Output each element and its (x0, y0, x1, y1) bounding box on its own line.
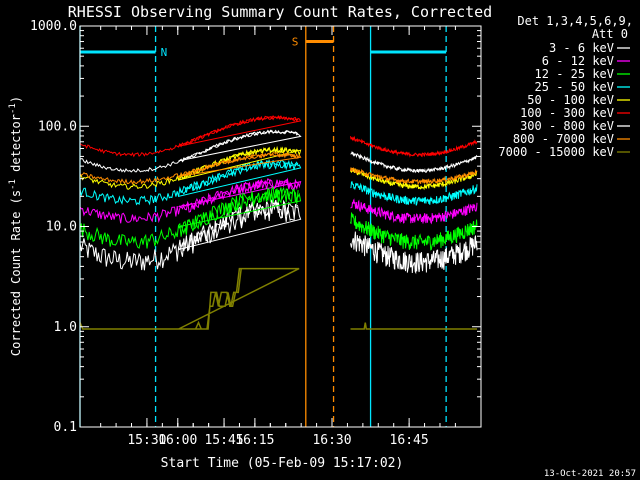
series-line-5 (79, 115, 478, 158)
legend-header-line1: Det 1,3,4,5,6,9, (517, 14, 633, 28)
y-axis-label-part3: ) (9, 96, 23, 103)
y-axis-label: Corrected Count Rate (s-1 detector-1) (8, 96, 23, 356)
x-tick-label: 15:30 (127, 433, 166, 448)
chart-title: RHESSI Observing Summary Count Rates, Co… (68, 3, 492, 21)
legend-label-6: 300 - 800 keV (520, 119, 614, 133)
series-line-8 (79, 267, 477, 330)
legend-label-4: 50 - 100 keV (527, 93, 614, 107)
legend-label-5: 100 - 300 keV (520, 106, 614, 120)
y-tick-label: 1.0 (54, 320, 77, 335)
y-axis-label-sup2: -1 (8, 103, 18, 114)
legend-label-7: 800 - 7000 keV (513, 132, 614, 146)
x-tick-label: 16:15 (235, 433, 274, 448)
y-axis-label-part2: detector (9, 114, 23, 179)
series-line-7 (79, 151, 478, 186)
legend-label-1: 6 - 12 keV (542, 54, 614, 68)
legend-label-2: 12 - 25 keV (535, 67, 614, 81)
series-line-2 (79, 185, 478, 251)
series-line-0 (79, 199, 478, 275)
legend-label-0: 3 - 6 keV (549, 41, 614, 55)
y-tick-label: 1000.0 (30, 19, 77, 34)
x-tick-label: 15:45 (204, 433, 243, 448)
y-tick-label: 100.0 (38, 119, 77, 134)
y-axis-label-part1: Corrected Count Rate (s (9, 190, 23, 356)
x-tick-label: 16:30 (312, 433, 351, 448)
y-tick-label: 0.1 (54, 420, 77, 435)
series-line-3 (79, 158, 478, 206)
legend-label-3: 25 - 50 keV (535, 80, 614, 94)
x-tick-label: 16:00 (158, 433, 197, 448)
footer-timestamp: 13-Oct-2021 20:57 (544, 469, 636, 479)
series-line-1 (79, 177, 478, 225)
legend-label-8: 7000 - 15000 keV (498, 145, 614, 159)
x-axis-label: Start Time (05-Feb-09 15:17:02) (161, 456, 404, 471)
x-tick-label: 16:45 (390, 433, 429, 448)
series-line-6 (79, 129, 478, 174)
flag-label-0: N (161, 46, 168, 59)
y-tick-label: 10.0 (46, 220, 77, 235)
flag-label-1: S (292, 36, 299, 49)
plot-area: NS (79, 26, 478, 427)
legend-header-line2: Att 0 (592, 27, 628, 41)
axes: 0.1 1.0 10.0 100.0 1000.0 15:30 15:45 16:00 16:1… (30, 19, 481, 448)
y-axis-label-sup1: -1 (8, 179, 18, 190)
